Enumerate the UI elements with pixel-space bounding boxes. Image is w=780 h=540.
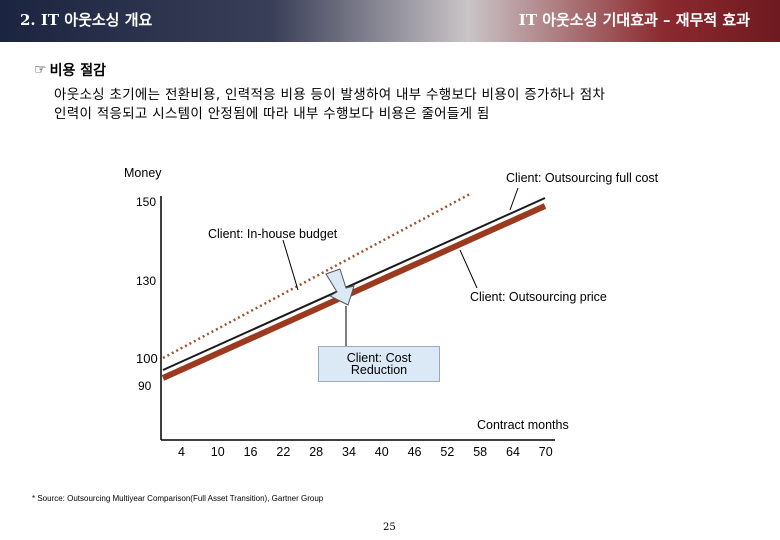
x-tick-label: 64 <box>506 445 520 459</box>
description: 아웃소싱 초기에는 전환비용, 인력적응 비용 등이 발생하여 내부 수행보다 … <box>54 86 754 124</box>
x-tick-label: 52 <box>440 445 454 459</box>
callout-line: Reduction <box>350 363 408 377</box>
label-inhouse: Client: In-house budget <box>208 227 338 241</box>
x-tick-label: 22 <box>276 445 290 459</box>
y-tick-label: 130 <box>136 274 156 288</box>
description-line: 인력이 적응되고 시스템이 안정됨에 따라 내부 수행보다 비용은 줄어들게 됨 <box>54 106 490 122</box>
leader-inhouse <box>282 239 299 291</box>
section-heading: 2. IT 아웃소싱 개요 <box>20 11 153 29</box>
x-tick-label: 46 <box>408 445 422 459</box>
x-tick-label: 4 <box>178 445 185 459</box>
x-tick-label: 58 <box>473 445 487 459</box>
series-full-cost-line <box>162 192 471 360</box>
series-price-line <box>161 203 547 381</box>
source-note: * Source: Outsourcing Multiyear Comparis… <box>32 494 324 503</box>
cost-reduction-callout: Client: Cost Reduction <box>318 346 440 382</box>
page-number: 25 <box>383 522 396 533</box>
x-tick-label: 34 <box>342 445 356 459</box>
x-axis-label: Contract months <box>477 418 569 432</box>
x-tick-label: 40 <box>375 445 389 459</box>
y-axis-label: Money <box>124 166 162 180</box>
leader-full-cost <box>509 187 519 211</box>
hand-bullet-icon: ☞ <box>34 62 47 78</box>
x-tick-label: 16 <box>244 445 258 459</box>
x-tick-label: 28 <box>309 445 323 459</box>
y-tick-label: 100 <box>136 351 158 366</box>
label-full-cost: Client: Outsourcing full cost <box>506 171 659 185</box>
series-inhouse-line <box>162 197 546 371</box>
reduction-arrow-icon <box>325 268 355 306</box>
y-tick-label: 150 <box>136 195 156 209</box>
topic-heading: ☞ 비용 절감 <box>34 60 106 80</box>
x-tick-label: 70 <box>539 445 553 459</box>
x-tick-label: 10 <box>211 445 225 459</box>
slide-title: IT 아웃소싱 기대효과 – 재무적 효과 <box>518 11 750 29</box>
topic-title: 비용 절감 <box>49 63 106 79</box>
description-line: 아웃소싱 초기에는 전환비용, 인력적응 비용 등이 발생하여 내부 수행보다 … <box>54 87 606 103</box>
header-bar: 2. IT 아웃소싱 개요 IT 아웃소싱 기대효과 – 재무적 효과 <box>0 0 780 42</box>
callout-line: Client: Cost <box>346 351 412 365</box>
y-tick-label: 90 <box>138 379 152 393</box>
leader-price <box>459 249 478 289</box>
label-price: Client: Outsourcing price <box>470 290 607 304</box>
